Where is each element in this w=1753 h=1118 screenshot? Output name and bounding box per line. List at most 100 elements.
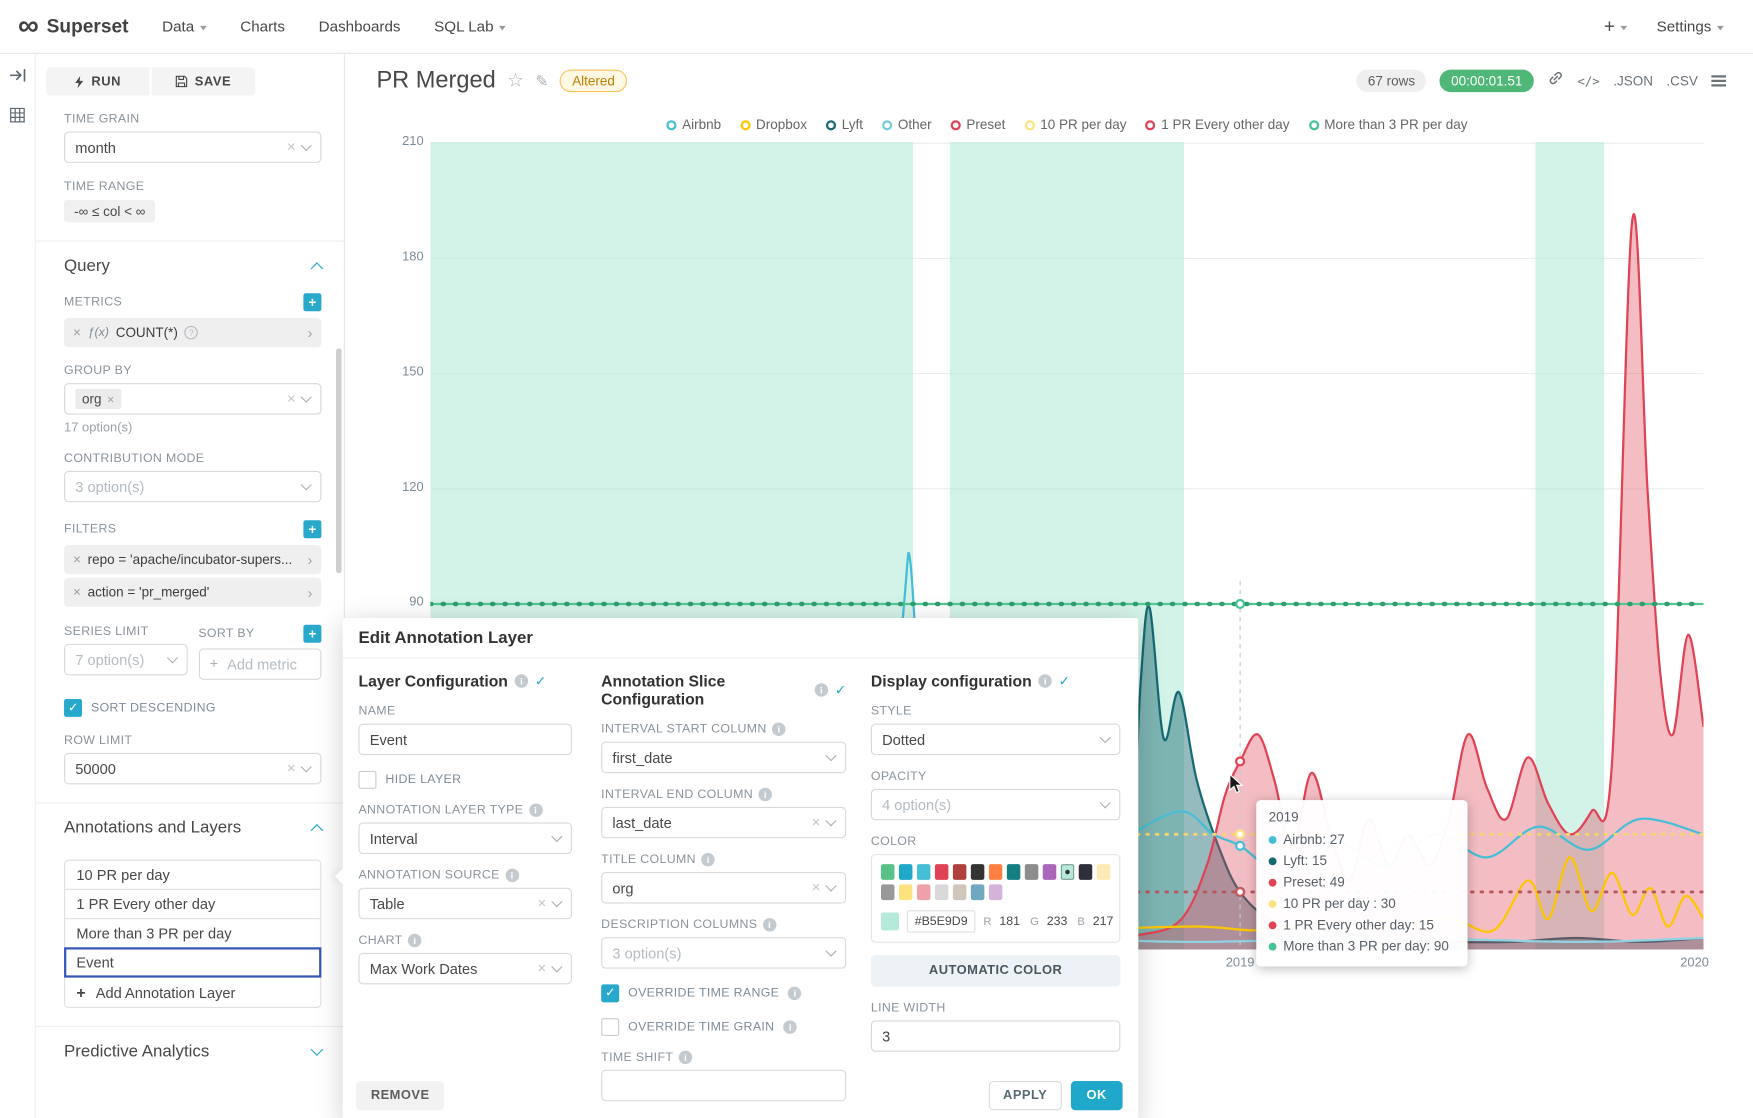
metric-chip[interactable]: ƒ(x) COUNT(*) [64,318,322,348]
nav-sqllab[interactable]: SQL Lab [434,18,506,35]
color-swatch[interactable] [952,884,967,901]
style-select[interactable]: Dotted [870,723,1121,756]
brand[interactable]: Superset [18,14,129,39]
opacity-select[interactable]: 4 option(s) [870,788,1121,821]
color-swatch[interactable] [1006,864,1021,880]
clear-icon[interactable] [287,389,296,409]
color-swatch[interactable] [1096,864,1111,880]
nav-charts[interactable]: Charts [240,18,285,35]
annotation-layer-type-select[interactable]: Interval [358,822,572,855]
color-swatch[interactable] [898,864,913,880]
annotation-layer-item[interactable]: Event [64,947,322,978]
color-swatch[interactable] [988,884,1003,901]
color-swatch[interactable] [880,864,895,880]
time-range-chip[interactable]: -∞ ≤ col < ∞ [64,200,156,223]
clear-icon[interactable] [538,959,547,979]
color-swatch[interactable] [880,884,895,901]
ok-button[interactable]: OK [1070,1080,1123,1111]
remove-icon[interactable] [73,582,81,602]
panel-scrollbar[interactable] [335,348,342,574]
export-csv-button[interactable]: .CSV [1666,73,1698,89]
legend-item[interactable]: Dropbox [740,117,807,133]
color-swatch[interactable] [934,884,949,901]
legend-item[interactable]: 10 PR per day [1024,117,1126,133]
clear-icon[interactable] [287,137,296,157]
remove-icon[interactable] [107,391,114,407]
hide-layer-checkbox[interactable] [358,770,377,789]
legend-item[interactable]: Preset [950,117,1005,133]
color-swatch[interactable] [952,864,967,880]
predictive-section-header[interactable]: Predictive Analytics [64,1042,324,1061]
new-item-button[interactable] [1604,17,1628,36]
nav-data[interactable]: Data [162,18,207,35]
color-swatch[interactable] [898,884,913,901]
series-limit-select[interactable]: 7 option(s) [64,643,188,676]
embed-code-icon[interactable] [1577,74,1599,89]
edit-properties-icon[interactable] [535,71,548,90]
remove-icon[interactable] [73,549,81,569]
time-grain-select[interactable]: month [64,131,322,163]
remove-button[interactable]: REMOVE [356,1080,445,1111]
color-swatch[interactable] [916,864,931,880]
override-time-range-checkbox[interactable] [601,984,620,1003]
color-swatch[interactable] [1060,864,1075,880]
color-swatch[interactable] [1078,864,1093,880]
color-swatch[interactable] [1024,864,1039,880]
legend-item[interactable]: Lyft [826,117,863,133]
annotations-section-header[interactable]: Annotations and Layers [64,818,324,837]
b-value[interactable]: 217 [1092,914,1114,929]
annotation-layer-item[interactable]: 1 PR Every other day [64,888,322,920]
color-swatch[interactable] [934,864,949,880]
color-swatch[interactable] [988,864,1003,880]
legend-item[interactable]: More than 3 PR per day [1308,117,1467,133]
export-json-button[interactable]: .JSON [1613,73,1653,89]
description-columns-select[interactable]: 3 option(s) [601,937,847,969]
sort-by-select[interactable]: Add metric [198,648,322,680]
title-column-select[interactable]: org [601,871,847,904]
g-value[interactable]: 233 [1046,914,1068,929]
color-swatch[interactable] [970,864,985,880]
apply-button[interactable]: APPLY [988,1080,1062,1111]
save-button[interactable]: SAVE [151,67,256,96]
legend-item[interactable]: 1 PR Every other day [1145,117,1289,133]
filter-chip[interactable]: repo = 'apache/incubator-supers... [64,544,322,575]
remove-icon[interactable] [73,323,81,343]
group-by-select[interactable]: org [64,383,322,415]
r-value[interactable]: 181 [999,914,1020,929]
add-annotation-layer-button[interactable]: Add Annotation Layer [64,976,322,1008]
annotation-layer-item[interactable]: 10 PR per day [64,859,322,890]
annotation-layer-item[interactable]: More than 3 PR per day [64,918,322,949]
filter-chip[interactable]: action = 'pr_merged' [64,577,322,607]
clear-icon[interactable] [538,893,547,913]
clear-icon[interactable] [812,812,821,832]
clear-icon[interactable] [812,878,821,898]
clear-icon[interactable] [287,758,296,778]
sort-descending-checkbox[interactable] [64,698,83,717]
group-by-chip[interactable]: org [75,388,122,410]
legend-item[interactable]: Other [882,117,932,133]
add-sort-metric-plus-button[interactable] [303,624,322,643]
nav-dashboards[interactable]: Dashboards [319,18,401,35]
time-shift-input[interactable] [601,1069,847,1102]
add-filter-plus-button[interactable] [303,520,322,539]
automatic-color-button[interactable]: AUTOMATIC COLOR [870,955,1121,987]
add-metric-plus-button[interactable] [303,293,322,312]
dataset-grid-icon[interactable] [9,107,26,129]
share-link-icon[interactable] [1547,70,1564,92]
name-input[interactable] [358,723,572,756]
hex-value-field[interactable]: #B5E9D9 [906,910,976,933]
color-swatch[interactable] [970,884,985,901]
line-width-input[interactable] [870,1020,1121,1052]
more-options-icon[interactable] [1711,75,1727,87]
annotation-source-select[interactable]: Table [358,887,572,920]
nav-settings[interactable]: Settings [1657,18,1724,35]
contribution-mode-select[interactable]: 3 option(s) [64,470,322,503]
interval-start-column-select[interactable]: first_date [601,741,847,774]
run-button[interactable]: RUN [46,67,150,96]
color-swatch[interactable] [1042,864,1057,880]
override-time-grain-checkbox[interactable] [601,1018,620,1037]
color-swatch[interactable] [916,884,931,901]
favorite-star-icon[interactable] [507,70,524,92]
interval-end-column-select[interactable]: last_date [601,806,847,839]
chart-select[interactable]: Max Work Dates [358,952,572,985]
